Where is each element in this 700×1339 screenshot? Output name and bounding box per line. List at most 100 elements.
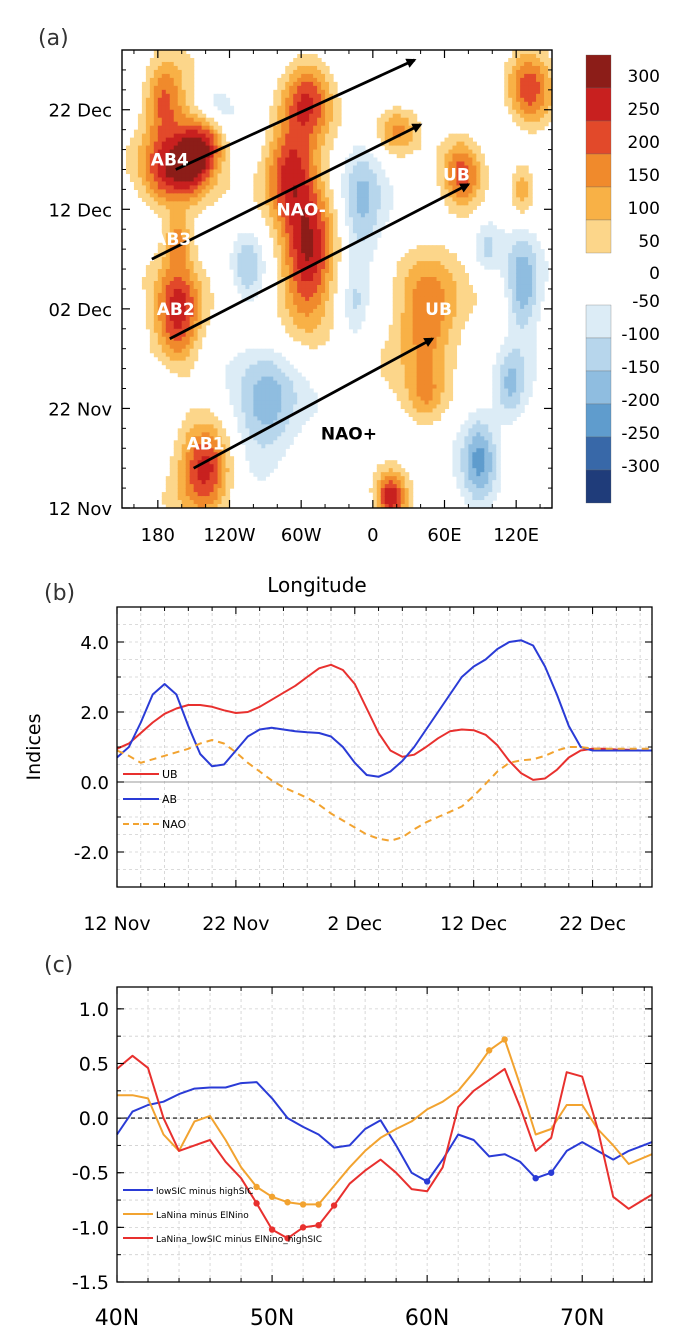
heatmap-cell (209, 444, 215, 449)
heatmap-cell (185, 53, 191, 59)
heatmap-cell (460, 165, 466, 171)
heatmap-cell (356, 277, 362, 282)
heatmap-cell (149, 133, 155, 139)
heatmap-cell (233, 380, 239, 386)
heatmap-cell (356, 177, 362, 183)
heatmap-cell (348, 169, 354, 175)
heatmap-cell (189, 356, 195, 362)
heatmap-cell (201, 149, 207, 155)
heatmap-cell (185, 57, 191, 63)
heatmap-cell (289, 257, 294, 262)
heatmap-cell (189, 209, 195, 214)
heatmap-cell (277, 181, 282, 187)
heatmap-cell (301, 65, 306, 71)
heatmap-cell (285, 173, 290, 179)
heatmap-cell (261, 181, 266, 187)
heatmap-cell (141, 137, 147, 143)
heatmap-cell (173, 257, 179, 262)
heatmap-cell (145, 69, 151, 75)
heatmap-cell (181, 436, 187, 441)
heatmap-cell (169, 189, 175, 194)
heatmap-cell (412, 340, 418, 346)
heatmap-cell (305, 61, 310, 67)
heatmap-cell (400, 145, 406, 151)
heatmap-cell (392, 368, 398, 374)
heatmap-cell (376, 221, 382, 226)
heatmap-cell (472, 149, 477, 155)
heatmap-cell (432, 320, 438, 326)
heatmap-cell (157, 316, 163, 322)
heatmap-cell (456, 300, 462, 306)
heatmap-cell (165, 137, 171, 143)
heatmap-cell (165, 125, 171, 131)
heatmap-cell (305, 288, 310, 294)
heatmap-cell (392, 496, 398, 501)
heatmap-cell (241, 412, 247, 417)
heatmap-cell (289, 229, 294, 234)
heatmap-cell (352, 273, 358, 278)
heatmap-cell (169, 328, 175, 334)
heatmap-cell (161, 113, 167, 119)
heatmap-cell (452, 277, 458, 282)
heatmap-cell (392, 468, 398, 473)
heatmap-cell (221, 101, 227, 107)
heatmap-cell (285, 304, 290, 310)
heatmap-cell (165, 265, 171, 270)
heatmap-cell (209, 133, 215, 139)
heatmap-cell (372, 161, 378, 167)
heatmap-cell (396, 300, 402, 306)
heatmap-cell (177, 428, 183, 433)
heatmap-cell (452, 328, 458, 334)
heatmap-cell (261, 392, 266, 398)
heatmap-cell (444, 189, 450, 194)
heatmap-cell (165, 221, 171, 226)
heatmap-cell (173, 129, 179, 135)
heatmap-cell (241, 257, 247, 262)
heatmap-cell (309, 284, 314, 290)
heatmap-cell (293, 320, 298, 326)
heatmap-cell (189, 320, 195, 326)
heatmap-cell (309, 316, 314, 322)
heatmap-cell (201, 424, 207, 429)
heatmap-cell (321, 340, 326, 346)
heatmap-cell (293, 161, 298, 167)
heatmap-cell (161, 61, 167, 67)
heatmap-cell (412, 380, 418, 386)
heatmap-cell (440, 316, 446, 322)
heatmap-cell (388, 484, 394, 489)
heatmap-cell (329, 233, 334, 238)
heatmap-cell (420, 384, 426, 390)
heatmap-cell (149, 65, 155, 71)
heatmap-cell (452, 332, 458, 338)
heatmap-cell (456, 161, 462, 167)
heatmap-cell (305, 213, 310, 218)
heatmap-cell (396, 129, 402, 135)
heatmap-cell (400, 492, 406, 497)
heatmap-cell (165, 324, 171, 330)
heatmap-cell (293, 157, 298, 163)
heatmap-cell (317, 137, 322, 143)
heatmap-cell (165, 61, 171, 67)
heatmap-cell (145, 277, 151, 282)
heatmap-cell (384, 348, 390, 354)
heatmap-cell (313, 129, 318, 135)
heatmap-cell (368, 253, 374, 258)
heatmap-cell (360, 273, 366, 278)
heatmap-cell (161, 292, 167, 298)
heatmap-cell (229, 484, 235, 489)
heatmap-cell (456, 328, 462, 334)
heatmap-cell (201, 488, 207, 493)
heatmap-cell (141, 161, 147, 167)
heatmap-cell (169, 500, 175, 505)
heatmap-cell (165, 237, 171, 242)
heatmap-cell (137, 117, 143, 123)
heatmap-cell (237, 360, 243, 366)
heatmap-cell (408, 269, 414, 274)
heatmap-cell (297, 229, 302, 234)
heatmap-cell (297, 249, 302, 254)
heatmap-cell (436, 300, 442, 306)
heatmap-cell (384, 500, 390, 505)
heatmap-cell (305, 153, 310, 159)
heatmap-cell (261, 404, 266, 410)
heatmap-cell (388, 344, 394, 350)
